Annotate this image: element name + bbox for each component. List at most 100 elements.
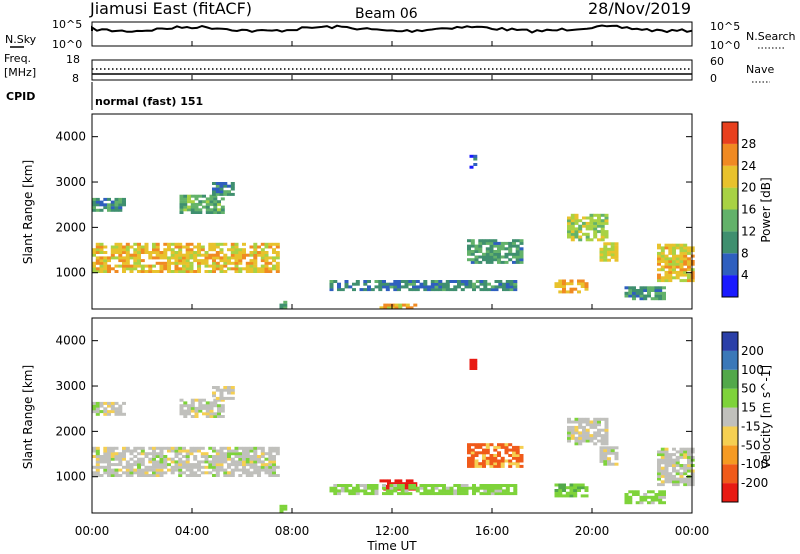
heatmap-cell — [264, 253, 269, 257]
heatmap-cell — [99, 200, 104, 204]
heatmap-cell — [238, 446, 243, 450]
heatmap-cell — [245, 474, 250, 477]
heatmap-cell — [603, 454, 608, 458]
heatmap-cell — [95, 474, 100, 477]
heatmap-cell — [272, 474, 276, 477]
heatmap-cell — [668, 273, 673, 277]
heatmap-cell — [374, 280, 379, 283]
heatmap-cell — [569, 290, 574, 294]
heatmap-cell — [133, 261, 138, 265]
heatmap-cell — [182, 267, 186, 271]
heatmap-cell — [515, 445, 520, 449]
heatmap-cell — [110, 446, 115, 450]
heatmap-cell — [193, 463, 198, 467]
heatmap-cell — [597, 238, 601, 242]
heatmap-cell — [585, 238, 590, 242]
heatmap-cell — [467, 451, 471, 455]
heatmap-cell — [502, 282, 506, 286]
heatmap-cell — [197, 248, 201, 252]
heatmap-cell — [348, 489, 353, 493]
heatmap-cell — [174, 256, 179, 260]
heatmap-cell — [664, 265, 669, 269]
heatmap-cell — [657, 458, 661, 462]
heatmap-cell — [470, 443, 475, 447]
heatmap-cell — [383, 303, 388, 307]
heatmap-cell — [457, 492, 461, 496]
heatmap-cell — [279, 504, 284, 508]
heatmap-cell — [137, 270, 141, 273]
heatmap-cell — [249, 455, 254, 458]
heatmap-cell — [190, 202, 195, 206]
heatmap-cell — [584, 287, 589, 291]
heatmap-cell — [582, 224, 586, 228]
heatmap-cell — [589, 219, 594, 223]
heatmap-cell — [152, 248, 156, 252]
heatmap-cell — [238, 253, 243, 257]
heatmap-cell — [163, 253, 168, 257]
heatmap-cell — [189, 270, 194, 273]
heatmap-cell — [472, 489, 476, 493]
heatmap-cell — [589, 436, 594, 440]
heatmap-cell — [118, 208, 123, 212]
heatmap-cell — [647, 495, 651, 499]
heatmap-cell — [107, 474, 111, 477]
heatmap-cell — [569, 282, 574, 286]
heatmap-cell — [473, 163, 478, 166]
heatmap-cell — [675, 254, 680, 258]
heatmap-cell — [578, 420, 583, 424]
power-ylabel: Slant Range [km] — [21, 160, 35, 264]
heatmap-cell — [103, 259, 108, 263]
heatmap-cell — [155, 256, 160, 260]
heatmap-cell — [509, 288, 514, 292]
heatmap-cell — [468, 486, 473, 490]
heatmap-cell — [624, 286, 629, 290]
heatmap-cell — [577, 486, 581, 490]
heatmap-cell — [664, 447, 669, 451]
heatmap-cell — [268, 465, 273, 469]
heatmap-cell — [632, 493, 636, 496]
heatmap-cell — [223, 270, 228, 273]
noise-right-tick-low: 10^0 — [710, 39, 740, 52]
heatmap-cell — [92, 208, 96, 212]
heatmap-cell — [125, 449, 130, 453]
heatmap-cell — [662, 294, 666, 298]
heatmap-cell — [574, 235, 579, 239]
heatmap-cell — [683, 453, 688, 457]
heatmap-cell — [675, 464, 680, 467]
heatmap-cell — [189, 256, 194, 260]
heatmap-cell — [230, 187, 235, 191]
heatmap-cell — [470, 454, 475, 457]
power-colorbar-tick: 24 — [741, 159, 756, 173]
heatmap-cell — [215, 261, 220, 265]
heatmap-cell — [607, 242, 611, 246]
heatmap-cell — [690, 469, 695, 473]
heatmap-cell — [220, 211, 225, 214]
heatmap-cell — [668, 458, 673, 462]
heatmap-cell — [202, 194, 206, 198]
heatmap-cell — [125, 264, 130, 268]
heatmap-cell — [515, 456, 520, 460]
heatmap-cell — [202, 412, 206, 416]
heatmap-cell — [383, 479, 388, 483]
heatmap-cell — [485, 260, 490, 264]
heatmap-cell — [467, 459, 471, 463]
heatmap-cell — [419, 282, 424, 286]
heatmap-cell — [413, 482, 418, 486]
heatmap-cell — [253, 270, 258, 273]
heatmap-cell — [194, 398, 199, 402]
heatmap-cell — [672, 265, 676, 269]
heatmap-cell — [574, 420, 579, 424]
y-tick-label: 4000 — [55, 334, 86, 348]
heatmap-cell — [230, 248, 235, 252]
heatmap-cell — [189, 261, 194, 265]
heatmap-cell — [500, 459, 505, 463]
heatmap-cell — [148, 460, 153, 464]
heatmap-cell — [664, 477, 669, 481]
heatmap-cell — [118, 251, 123, 254]
heatmap-cell — [593, 235, 598, 239]
heatmap-cell — [193, 465, 198, 469]
velocity-colorbar-tick: -100 — [741, 457, 768, 471]
heatmap-cell — [234, 264, 239, 268]
power-colorbar-label: Power [dB] — [759, 177, 773, 242]
heatmap-cell — [230, 267, 235, 271]
